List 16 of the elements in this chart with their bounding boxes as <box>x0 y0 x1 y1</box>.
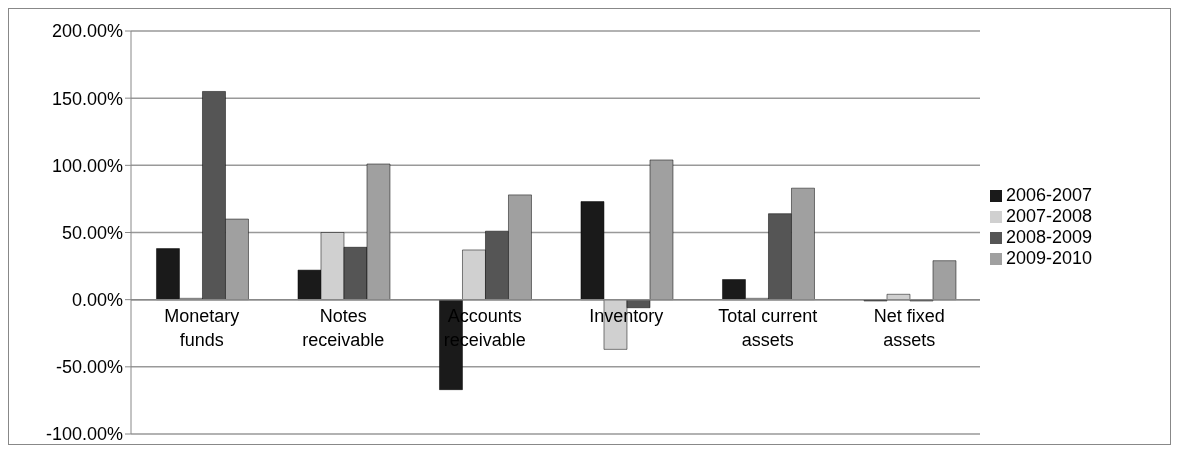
y-tick-label: 0.00% <box>71 290 123 311</box>
y-tick-label: -100.00% <box>45 424 123 445</box>
legend-label: 2007-2008 <box>1006 205 1093 226</box>
x-tick-label: Net fixed assets <box>873 305 945 350</box>
legend-label: 2006-2007 <box>1006 184 1093 205</box>
y-tick-label: 100.00% <box>51 155 123 176</box>
y-tick-label: 200.00% <box>51 21 123 42</box>
legend-label: 2008-2009 <box>1006 226 1093 247</box>
x-tick-label: Total current assets <box>718 305 818 350</box>
y-tick-label: 150.00% <box>51 88 123 109</box>
y-tick-label: 50.00% <box>61 222 123 243</box>
x-tick-label: Inventory <box>589 305 664 326</box>
legend-label: 2009-2010 <box>1006 247 1093 268</box>
x-tick-label: Notes receivable <box>302 305 385 350</box>
x-tick-label: Monetary funds <box>164 305 240 350</box>
y-tick-label: -50.00% <box>55 357 123 378</box>
